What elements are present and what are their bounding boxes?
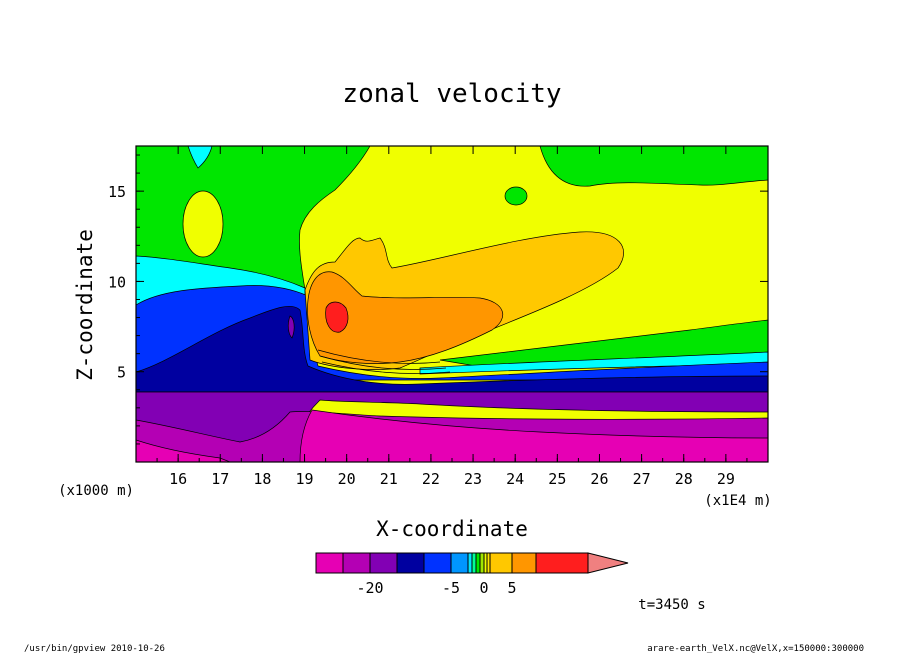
footer-left: /usr/bin/gpview 2010-10-26 <box>24 644 165 654</box>
x-tick-label: 21 <box>380 470 398 488</box>
x-tick-label: 18 <box>253 470 271 488</box>
y-tick-label: 10 <box>108 273 126 291</box>
chart-title: zonal velocity <box>342 79 561 109</box>
yellow-oval-region <box>182 190 224 258</box>
colorbar-segment <box>467 552 473 574</box>
x-tick-label: 23 <box>464 470 482 488</box>
deep-magenta-core-region <box>299 409 768 462</box>
x-tick-label: 19 <box>296 470 314 488</box>
cyan-corner-region <box>187 146 213 169</box>
y-axis-label: Z-coordinate <box>73 229 97 381</box>
colorbar-segment <box>479 552 485 574</box>
colorbar-segment <box>535 552 589 574</box>
colorbar-label: 5 <box>507 579 516 597</box>
colorbar-segment <box>450 552 469 574</box>
x-tick-label: 28 <box>675 470 693 488</box>
colorbar-segment <box>489 552 513 574</box>
x-tick-label: 25 <box>548 470 566 488</box>
deep-magenta-region <box>136 439 231 462</box>
colorbar-extend-arrow <box>587 552 629 574</box>
x-tick-label: 26 <box>590 470 608 488</box>
time-annotation: t=3450 s <box>638 597 705 613</box>
colorbar-segment <box>396 552 425 574</box>
y-tick-label: 5 <box>117 364 126 382</box>
x-tick-label: 29 <box>717 470 735 488</box>
x-tick-label: 16 <box>169 470 187 488</box>
contour-field <box>136 146 768 462</box>
green-upper-region <box>136 146 371 301</box>
x-axis-label: X-coordinate <box>376 517 528 541</box>
colorbar-segment <box>342 552 371 574</box>
colorbar-segment <box>471 552 477 574</box>
green-topright-region <box>539 146 768 187</box>
x-ticks: 16 17 18 19 20 21 22 23 24 25 26 27 28 29 <box>135 146 769 488</box>
colorbar-segment <box>369 552 398 574</box>
green-island-region <box>504 186 528 206</box>
colorbar-segment <box>423 552 452 574</box>
x-tick-label: 22 <box>422 470 440 488</box>
x-scale-label: (x1E4 m) <box>704 493 771 509</box>
y-ticks: 5 10 15 <box>108 154 768 445</box>
y-tick-label: 15 <box>108 183 126 201</box>
cyan-right-region <box>419 351 768 375</box>
y-scale-label: (x1000 m) <box>58 483 134 499</box>
x-tick-label: 17 <box>211 470 229 488</box>
colorbar-segment <box>475 552 481 574</box>
contour-lines <box>317 349 451 374</box>
red-max-region <box>325 301 349 333</box>
footer-right: arare-earth_VelX.nc@VelX,x=150000:300000 <box>647 644 864 654</box>
colorbar: -20 -5 0 5 <box>315 552 629 597</box>
colorbar-label: -20 <box>356 579 383 597</box>
x-tick-label: 24 <box>506 470 524 488</box>
x-tick-label: 20 <box>338 470 356 488</box>
violet-streak-region <box>287 315 295 339</box>
colorbar-label: -5 <box>442 579 460 597</box>
colorbar-segment <box>511 552 537 574</box>
colorbar-label: 0 <box>479 579 488 597</box>
colorbar-segment <box>315 552 344 574</box>
x-tick-label: 27 <box>633 470 651 488</box>
